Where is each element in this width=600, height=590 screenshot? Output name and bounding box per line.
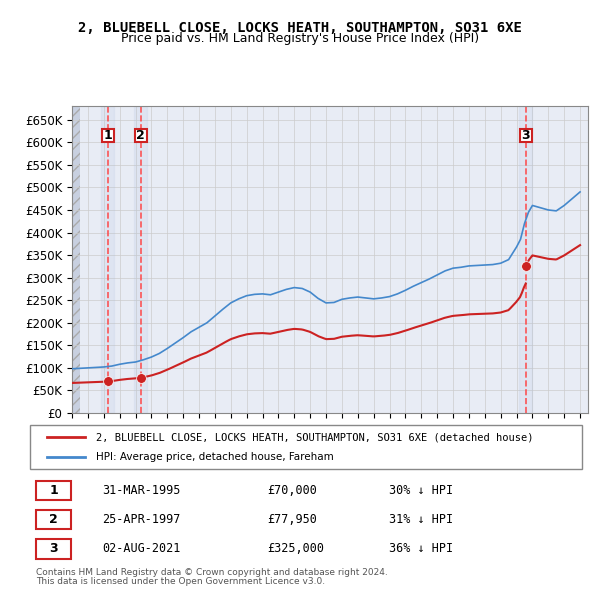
Bar	[72, 106, 80, 413]
FancyBboxPatch shape	[35, 539, 71, 559]
Text: £70,000: £70,000	[268, 484, 317, 497]
FancyBboxPatch shape	[520, 129, 532, 142]
Text: 3: 3	[521, 129, 530, 142]
Text: 2: 2	[136, 129, 145, 142]
FancyBboxPatch shape	[134, 129, 146, 142]
Text: 2, BLUEBELL CLOSE, LOCKS HEATH, SOUTHAMPTON, SO31 6XE: 2, BLUEBELL CLOSE, LOCKS HEATH, SOUTHAMP…	[78, 21, 522, 35]
Text: 1: 1	[103, 129, 112, 142]
Text: Contains HM Land Registry data © Crown copyright and database right 2024.: Contains HM Land Registry data © Crown c…	[36, 568, 388, 577]
FancyBboxPatch shape	[101, 129, 114, 142]
Text: 31-MAR-1995: 31-MAR-1995	[102, 484, 180, 497]
Bar	[520, 106, 532, 413]
Text: 30% ↓ HPI: 30% ↓ HPI	[389, 484, 453, 497]
FancyBboxPatch shape	[30, 425, 582, 469]
Bar	[134, 106, 147, 413]
Text: 3: 3	[49, 542, 58, 555]
Text: 36% ↓ HPI: 36% ↓ HPI	[389, 542, 453, 555]
Bar	[101, 106, 114, 413]
Text: £325,000: £325,000	[268, 542, 325, 555]
Text: £77,950: £77,950	[268, 513, 317, 526]
Text: 25-APR-1997: 25-APR-1997	[102, 513, 180, 526]
FancyBboxPatch shape	[35, 510, 71, 529]
Text: Price paid vs. HM Land Registry's House Price Index (HPI): Price paid vs. HM Land Registry's House …	[121, 32, 479, 45]
Text: This data is licensed under the Open Government Licence v3.0.: This data is licensed under the Open Gov…	[36, 577, 325, 586]
Text: 2: 2	[49, 513, 58, 526]
Text: 1: 1	[49, 484, 58, 497]
FancyBboxPatch shape	[35, 481, 71, 500]
Text: 02-AUG-2021: 02-AUG-2021	[102, 542, 180, 555]
Text: 2, BLUEBELL CLOSE, LOCKS HEATH, SOUTHAMPTON, SO31 6XE (detached house): 2, BLUEBELL CLOSE, LOCKS HEATH, SOUTHAMP…	[96, 432, 534, 442]
Text: HPI: Average price, detached house, Fareham: HPI: Average price, detached house, Fare…	[96, 452, 334, 461]
Text: 31% ↓ HPI: 31% ↓ HPI	[389, 513, 453, 526]
